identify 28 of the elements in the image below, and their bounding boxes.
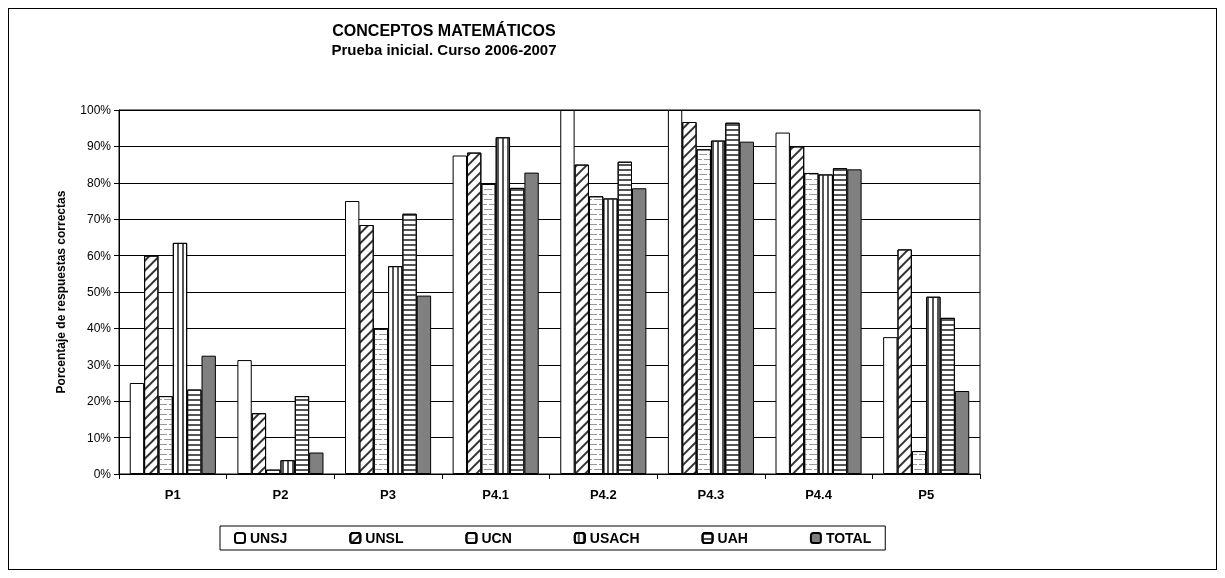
x-tick-label: P2 xyxy=(272,487,289,502)
legend-label: TOTAL xyxy=(825,530,872,546)
y-tick-label: 90% xyxy=(86,139,112,154)
legend-label: UNSL xyxy=(365,530,404,546)
chart-subtitle: Prueba inicial. Curso 2006-2007 xyxy=(331,41,557,58)
x-tick-label: P1 xyxy=(164,487,181,502)
x-tick-label: P3 xyxy=(380,487,397,502)
x-tick-label: P5 xyxy=(918,487,935,502)
y-tick-label: 80% xyxy=(86,175,112,190)
y-tick-label: 30% xyxy=(86,357,112,372)
y-tick-label: 20% xyxy=(86,394,112,409)
x-tick-label: P4.3 xyxy=(697,487,725,502)
legend-label: USACH xyxy=(589,530,640,546)
y-tick-label: 0% xyxy=(93,467,112,481)
y-tick-label: 50% xyxy=(86,285,112,299)
chart-title: CONCEPTOS MATEMÁTICOS xyxy=(332,20,557,39)
x-tick-label: P4.2 xyxy=(589,487,617,502)
legend-label: UCN xyxy=(481,530,512,546)
y-tick-label: 60% xyxy=(86,248,112,263)
y-tick-label: 100% xyxy=(80,103,112,117)
legend-label: UAH xyxy=(717,530,748,546)
y-tick-label: 70% xyxy=(86,212,112,227)
y-tick-label: 40% xyxy=(86,321,112,336)
legend-label: UNSJ xyxy=(250,530,288,546)
y-axis-title: Porcentaje de respuestas correctas xyxy=(54,190,68,394)
y-tick-label: 10% xyxy=(86,430,112,445)
x-tick-label: P4.1 xyxy=(482,487,510,502)
x-tick-label: P4.4 xyxy=(805,487,833,502)
